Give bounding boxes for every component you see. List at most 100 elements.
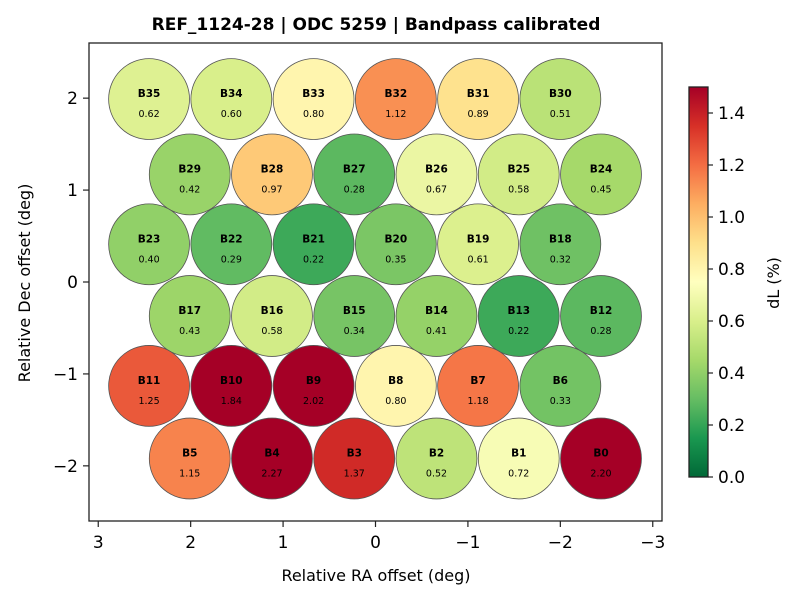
beam-value-label: 1.18 — [468, 396, 489, 407]
beam-b17: B17 0.43 — [148, 275, 231, 357]
colorbar-tick-label: 0.6 — [718, 312, 745, 332]
y-tick-label: 2 — [67, 89, 78, 109]
beam-name-label: B19 — [467, 233, 490, 245]
beam-marker — [354, 58, 437, 140]
beam-marker — [313, 417, 396, 500]
beam-b26: B26 0.67 — [395, 133, 478, 216]
beam-b4: B4 2.27 — [231, 417, 313, 500]
beam-name-label: B16 — [261, 305, 284, 317]
beam-name-label: B0 — [593, 447, 608, 459]
beam-marker — [477, 133, 560, 216]
x-tick-label: 2 — [185, 533, 196, 553]
beam-marker — [560, 417, 642, 500]
beam-value-label: 0.60 — [221, 109, 242, 120]
beam-marker — [190, 203, 273, 286]
beam-value-label: 2.27 — [261, 468, 282, 479]
beam-marker — [313, 133, 396, 216]
beam-b24: B24 0.45 — [560, 133, 642, 216]
y-tick-label: −1 — [53, 365, 78, 385]
beam-b10: B10 1.84 — [190, 345, 273, 427]
beam-b7: B7 1.18 — [437, 345, 519, 427]
beam-marker — [519, 203, 602, 286]
y-tick-label: 1 — [67, 181, 78, 201]
beam-name-label: B3 — [347, 447, 362, 459]
beam-b30: B30 0.51 — [519, 58, 602, 140]
beam-value-label: 0.29 — [221, 254, 242, 265]
beam-marker — [560, 275, 642, 357]
beam-marker — [477, 275, 560, 357]
beam-name-label: B8 — [388, 375, 403, 387]
beam-name-label: B30 — [549, 88, 572, 100]
y-tick-label: −2 — [53, 457, 78, 477]
beam-value-label: 0.22 — [508, 326, 529, 337]
x-tick-label: −3 — [640, 533, 665, 553]
x-tick-label: −1 — [455, 533, 480, 553]
beam-name-label: B23 — [138, 233, 161, 245]
colorbar-tick-label: 1.4 — [718, 104, 745, 124]
beam-name-label: B5 — [182, 447, 197, 459]
beam-value-label: 0.42 — [179, 184, 200, 195]
colorbar-ticks: 0.0 0.2 0.4 0.6 0.8 1.0 1.2 1.4 — [708, 104, 745, 488]
beam-value-label: 1.84 — [221, 396, 242, 407]
beam-value-label: 0.58 — [508, 184, 529, 195]
beam-name-label: B34 — [220, 88, 243, 100]
beam-name-label: B35 — [138, 88, 161, 100]
beam-b31: B31 0.89 — [437, 58, 519, 140]
beam-value-label: 1.37 — [344, 468, 365, 479]
beam-marker — [190, 345, 273, 427]
y-tick-label: 0 — [67, 273, 78, 293]
beam-marker — [231, 133, 313, 216]
beam-value-label: 0.43 — [179, 326, 200, 337]
colorbar-tick-label: 1.2 — [718, 156, 745, 176]
beam-b5: B5 1.15 — [148, 417, 231, 500]
colorbar-tick-label: 0.2 — [718, 416, 745, 436]
beam-name-label: B12 — [590, 305, 613, 317]
beam-name-label: B10 — [220, 375, 243, 387]
beam-b2: B2 0.52 — [395, 417, 478, 500]
beam-marker — [108, 345, 190, 427]
x-tick-label: 1 — [278, 533, 289, 553]
beam-name-label: B28 — [261, 163, 284, 175]
beam-b25: B25 0.58 — [477, 133, 560, 216]
beam-value-label: 0.22 — [303, 254, 324, 265]
beam-b0: B0 2.20 — [560, 417, 642, 500]
beam-b32: B32 1.12 — [354, 58, 437, 140]
beam-name-label: B33 — [302, 88, 325, 100]
colorbar-label: dL (%) — [764, 257, 783, 309]
beam-value-label: 0.35 — [385, 254, 406, 265]
colorbar: 0.0 0.2 0.4 0.6 0.8 1.0 1.2 1.4 dL (%) — [688, 86, 783, 488]
beam-value-label: 0.34 — [344, 326, 365, 337]
x-axis: 3 2 1 0 −1 −2 −3 — [93, 521, 665, 553]
beam-name-label: B6 — [553, 375, 568, 387]
beam-b34: B34 0.60 — [190, 58, 273, 140]
colorbar-tick-label: 0.0 — [718, 468, 745, 488]
beam-name-label: B25 — [507, 163, 530, 175]
beam-marker — [395, 275, 478, 357]
beam-name-label: B14 — [425, 305, 448, 317]
beam-marker — [437, 345, 519, 427]
beam-value-label: 0.51 — [550, 109, 571, 120]
beam-name-label: B13 — [507, 305, 530, 317]
beam-b28: B28 0.97 — [231, 133, 313, 216]
beam-value-label: 0.28 — [344, 184, 365, 195]
beam-b12: B12 0.28 — [560, 275, 642, 357]
beam-name-label: B9 — [306, 375, 321, 387]
beam-marker — [519, 345, 602, 427]
beam-b33: B33 0.80 — [272, 58, 355, 140]
beam-name-label: B32 — [385, 88, 408, 100]
beam-value-label: 2.20 — [590, 468, 611, 479]
beam-b27: B27 0.28 — [313, 133, 396, 216]
x-tick-label: 0 — [370, 533, 381, 553]
beam-marker — [272, 58, 355, 140]
x-tick-label: −2 — [548, 533, 573, 553]
chart-title: REF_1124-28 | ODC 5259 | Bandpass calibr… — [152, 15, 601, 35]
beam-marker — [395, 417, 478, 500]
beam-b13: B13 0.22 — [477, 275, 560, 357]
beam-name-label: B4 — [264, 447, 279, 459]
beam-marker — [190, 58, 273, 140]
beam-marker — [354, 203, 437, 286]
beam-marker — [272, 203, 355, 286]
beam-b19: B19 0.61 — [437, 203, 519, 286]
beam-b11: B11 1.25 — [108, 345, 190, 427]
